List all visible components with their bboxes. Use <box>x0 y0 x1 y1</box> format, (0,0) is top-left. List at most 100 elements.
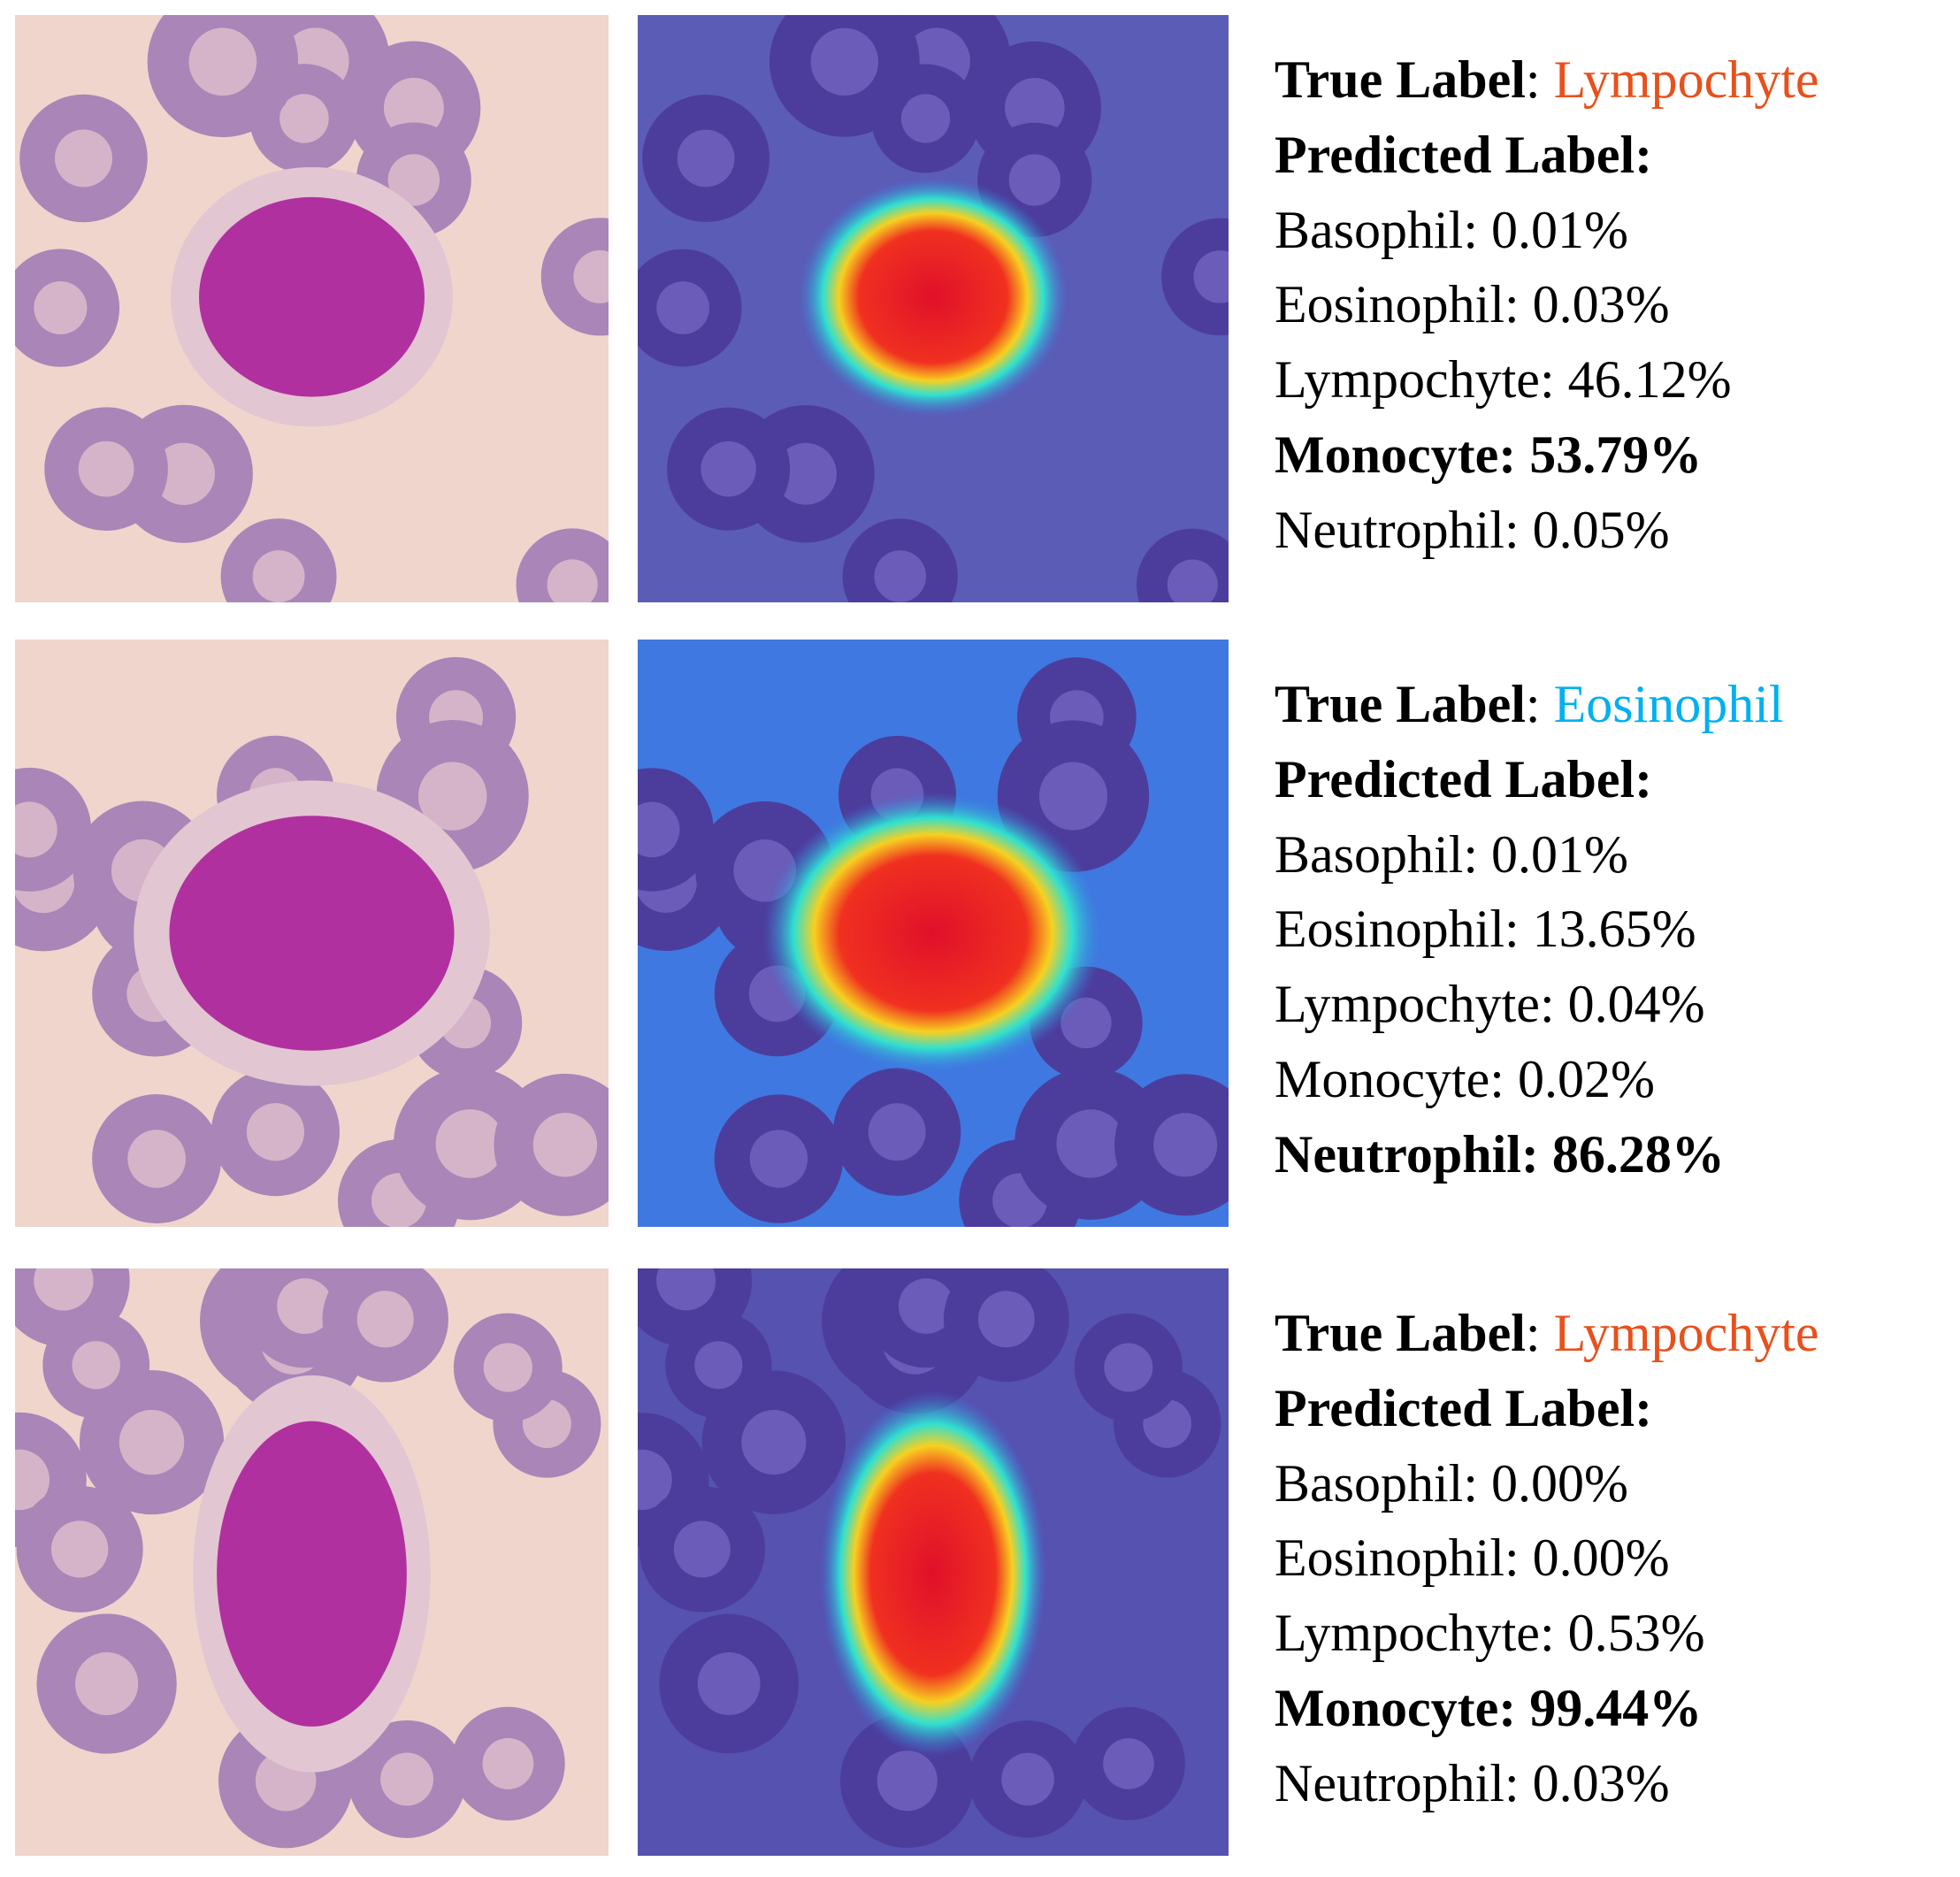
red-cell-center <box>279 94 329 143</box>
red-cell-center <box>34 1268 94 1311</box>
heatmap <box>638 15 1229 602</box>
true-label: Lympochyte <box>1554 1304 1819 1362</box>
red-cell-center <box>868 1103 926 1161</box>
red-cell-center <box>877 1751 938 1812</box>
red-cell-center <box>1005 78 1065 138</box>
red-cell-center <box>246 1103 305 1161</box>
red-cell-center <box>1001 1752 1054 1806</box>
colon: : <box>1526 1304 1554 1362</box>
probability: Neutrophil: 86.28% <box>1275 1125 1725 1184</box>
red-cell-center <box>1167 559 1218 602</box>
red-cell-center <box>482 1737 534 1789</box>
red-cell-center <box>638 1449 672 1510</box>
red-cell-center <box>50 1521 109 1578</box>
panel-content <box>638 15 1229 602</box>
micrograph <box>15 15 609 602</box>
red-cell-center <box>656 1268 716 1311</box>
red-cell-center <box>573 249 609 303</box>
red-cell-center <box>277 1278 333 1335</box>
panel-content <box>15 15 609 602</box>
probability: Lympochyte: 46.12% <box>1275 350 1732 409</box>
red-cell-center <box>673 1521 731 1578</box>
probability: Basophil: 0.01% <box>1275 825 1628 884</box>
heatmap <box>638 1268 1229 1856</box>
red-cell-center <box>435 1109 505 1178</box>
probability: Eosinophil: 0.00% <box>1275 1528 1670 1587</box>
red-cell-center <box>380 1752 434 1806</box>
nucleus <box>169 816 455 1051</box>
probability: Neutrophil: 0.05% <box>1275 501 1670 559</box>
red-cell-center <box>1153 1113 1218 1177</box>
red-cell-center <box>977 1291 1035 1348</box>
probability: Basophil: 0.00% <box>1275 1454 1628 1513</box>
red-cell-center <box>34 281 88 335</box>
red-cell-center <box>1056 1109 1125 1178</box>
red-cell-center <box>547 559 598 602</box>
red-cell-center <box>701 441 756 497</box>
predicted-heading: Predicted Label: <box>1275 126 1652 184</box>
red-cell-center <box>417 762 487 831</box>
predicted-heading: Predicted Label: <box>1275 750 1652 808</box>
red-cell-center <box>356 1291 414 1348</box>
activation <box>798 177 1068 418</box>
red-cell-center <box>1193 250 1229 303</box>
red-cell-center <box>54 129 113 188</box>
probability: Neutrophil: 0.03% <box>1275 1754 1670 1812</box>
probability: Monocyte: 53.79% <box>1275 425 1702 484</box>
red-cell-center <box>898 1278 954 1334</box>
panel-content <box>15 1268 609 1856</box>
red-cell-center <box>72 1341 120 1390</box>
nucleus <box>217 1421 407 1727</box>
red-cell-center <box>656 281 710 334</box>
red-cell-center <box>775 442 837 505</box>
true-label: Lympochyte <box>1554 50 1819 109</box>
red-cell-center <box>1038 762 1108 831</box>
red-cell-center <box>78 441 134 497</box>
red-cell-center <box>874 550 927 602</box>
probability: Eosinophil: 13.65% <box>1275 900 1696 958</box>
red-cell-center <box>119 1409 185 1475</box>
probability: Monocyte: 99.44% <box>1275 1679 1702 1737</box>
red-cell-center <box>383 77 444 138</box>
probability: Eosinophil: 0.03% <box>1275 275 1670 333</box>
red-cell-center <box>1104 1343 1153 1392</box>
probability: Basophil: 0.01% <box>1275 201 1628 259</box>
red-cell-center <box>900 94 951 143</box>
red-cell-center <box>152 442 215 505</box>
true-label-line: True Label: Eosinophil <box>1275 675 1784 733</box>
panel-content <box>15 640 609 1227</box>
red-cell-center <box>188 27 257 96</box>
red-cell-center <box>697 1652 761 1715</box>
red-cell-center <box>694 1341 743 1390</box>
true-label-line: True Label: Lympochyte <box>1275 1304 1819 1362</box>
red-cell-center <box>532 1113 598 1177</box>
panel-content <box>638 640 1229 1227</box>
probability: Monocyte: 0.02% <box>1275 1050 1655 1108</box>
red-cell-center <box>127 1130 186 1188</box>
red-cell-center <box>749 1130 808 1188</box>
red-cell-center <box>1008 154 1060 206</box>
predicted-heading: Predicted Label: <box>1275 1379 1652 1437</box>
true-label: Eosinophil <box>1554 675 1784 733</box>
heatmap <box>638 640 1229 1227</box>
red-cell-center <box>387 154 440 206</box>
red-cell-center <box>483 1343 532 1392</box>
red-cell-center <box>75 1651 139 1716</box>
red-cell-center <box>15 1449 50 1511</box>
true-label-prefix: True Label <box>1275 675 1526 733</box>
probability: Lympochyte: 0.04% <box>1275 975 1705 1033</box>
panel-content <box>638 1268 1229 1856</box>
red-cell-center <box>741 1410 807 1475</box>
nucleus <box>199 196 425 397</box>
red-cell-center <box>677 129 735 188</box>
activation <box>819 1391 1047 1758</box>
red-cell-center <box>810 27 879 96</box>
micrograph <box>15 640 609 1227</box>
red-cell-center <box>15 801 57 858</box>
micrograph <box>15 1268 609 1856</box>
true-label-line: True Label: Lympochyte <box>1275 50 1819 109</box>
true-label-prefix: True Label <box>1275 1304 1526 1362</box>
red-cell-center <box>638 801 680 858</box>
true-label-prefix: True Label <box>1275 50 1526 109</box>
